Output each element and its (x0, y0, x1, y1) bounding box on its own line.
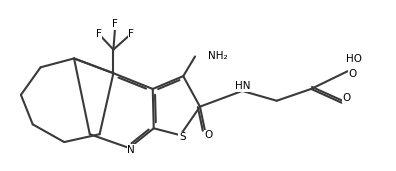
Text: O: O (348, 69, 356, 79)
Text: F: F (112, 19, 118, 29)
Text: O: O (205, 130, 213, 140)
Text: O: O (343, 93, 351, 103)
Text: F: F (96, 29, 102, 39)
Text: NH₂: NH₂ (208, 51, 227, 62)
Text: HN: HN (234, 81, 250, 91)
Text: N: N (127, 145, 135, 155)
Text: F: F (128, 29, 134, 39)
Text: S: S (179, 132, 186, 142)
Text: HO: HO (346, 54, 362, 64)
